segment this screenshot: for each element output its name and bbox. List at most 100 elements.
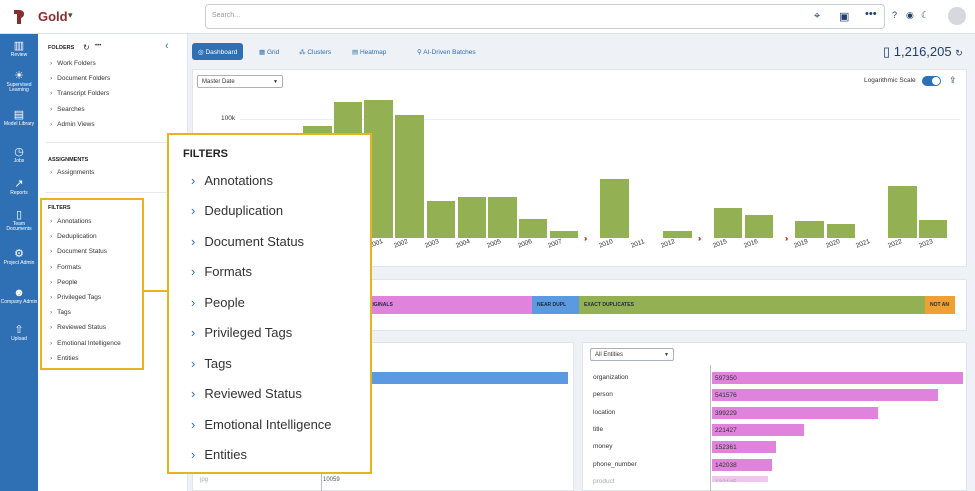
chevron-down-icon[interactable]: ▾ — [68, 10, 73, 20]
entity-bar[interactable]: 597350 — [712, 372, 963, 384]
bar-2005[interactable] — [427, 201, 455, 238]
callout-item-tags[interactable]: › Tags — [191, 356, 232, 371]
chevron-right-icon: › — [191, 417, 196, 432]
bar-2021[interactable] — [827, 224, 855, 238]
sidebar-item-privileged-tags[interactable]: › Privileged Tags — [50, 294, 102, 301]
sidebar-item-assignments[interactable]: › Assignments — [50, 169, 95, 176]
nav-supervised-learning[interactable]: ☀ Supervised Learning — [0, 70, 38, 93]
callout-item-people[interactable]: › People — [191, 295, 245, 310]
entity-bar[interactable]: 132145 — [712, 475, 768, 482]
callout-item-privileged-tags[interactable]: › Privileged Tags — [191, 325, 293, 340]
chevron-right-icon: › — [50, 75, 53, 82]
dedup-segment-exact[interactable]: EXACT DUPLICATES — [579, 296, 925, 314]
bar-2019[interactable] — [745, 215, 773, 238]
sidebar-item-entities[interactable]: › Entities — [50, 355, 79, 362]
dedup-segment-near[interactable]: NEAR DUPL — [532, 296, 579, 314]
moon-icon[interactable]: ☾ — [921, 10, 930, 20]
log-scale-toggle[interactable] — [922, 76, 941, 86]
nav-model-library[interactable]: ▤ Model Library — [0, 109, 38, 127]
search-bar[interactable]: Search... ⌖ ▣ ••• — [205, 4, 885, 29]
bar-2012[interactable] — [600, 179, 629, 238]
tab-heatmap[interactable]: ▤ Heatmap — [352, 49, 387, 56]
sidebar-item-emotional-intelligence[interactable]: › Emotional Intelligence — [50, 340, 121, 347]
entity-bar[interactable]: 541576 — [712, 389, 938, 402]
entity-bar[interactable]: 399229 — [712, 406, 878, 419]
sidebar-item-admin-views[interactable]: › Admin Views — [50, 121, 95, 128]
refresh-icon[interactable]: ↻ — [83, 43, 90, 52]
sidebar-item-people[interactable]: › People — [50, 279, 78, 286]
tab-grid[interactable]: ▦ Grid — [259, 49, 280, 56]
chevron-right-icon: › — [191, 325, 196, 340]
sidebar-item-tags[interactable]: › Tags — [50, 309, 71, 316]
tab-ai-driven-batches[interactable]: ⚲ AI-Driven Batches — [417, 49, 476, 56]
help-icon[interactable]: ? — [892, 10, 898, 20]
callout-item-reviewed-status[interactable]: › Reviewed Status — [191, 386, 302, 401]
sidebar-item-searches[interactable]: › Searches — [50, 106, 85, 113]
callout-item-entities[interactable]: › Entities — [191, 447, 247, 462]
entity-bar[interactable]: 221427 — [712, 423, 804, 436]
chevron-right-icon: › — [50, 279, 53, 286]
filters-highlight — [40, 198, 144, 370]
avatar[interactable] — [948, 7, 966, 25]
nav-review[interactable]: ▥ Review — [0, 40, 38, 58]
entities-select[interactable]: All Entities ▼ — [590, 348, 674, 361]
entity-bar[interactable]: 142038 — [712, 458, 772, 471]
nav-project-admin[interactable]: ⚙ Project Admin — [0, 248, 38, 266]
project-title[interactable]: Gold — [38, 9, 68, 24]
sidebar-item-document-status[interactable]: › Document Status — [50, 248, 108, 255]
entity-label: person — [593, 391, 613, 399]
nav-team-documents[interactable]: ▯ Team Documents — [0, 209, 38, 232]
divider — [46, 142, 186, 143]
dedup-segment-not[interactable]: NOT AN — [925, 296, 955, 314]
app-logo[interactable] — [12, 8, 26, 24]
bar-2022[interactable] — [888, 186, 917, 238]
more-icon[interactable]: ••• — [95, 43, 102, 49]
save-icon[interactable]: ▣ — [839, 11, 850, 23]
chevron-right-icon: › — [50, 324, 53, 331]
sidebar-item-work-folders[interactable]: › Work Folders — [50, 60, 96, 67]
search-input[interactable]: Search... — [212, 12, 241, 19]
callout-item-document-status[interactable]: › Document Status — [191, 234, 305, 249]
collapse-sidebar-icon[interactable]: ‹ — [165, 40, 169, 52]
books-icon: ▤ — [13, 109, 25, 121]
bar-2020[interactable] — [795, 221, 824, 238]
format-bar[interactable] — [321, 372, 568, 384]
chevron-right-icon: › — [50, 90, 53, 97]
target-icon[interactable]: ⌖ — [814, 10, 821, 22]
bar-2016[interactable] — [714, 208, 742, 238]
bar-2011[interactable] — [550, 231, 578, 238]
more-icon[interactable]: ••• — [865, 8, 877, 20]
bar-2010[interactable] — [519, 219, 547, 238]
eye-icon[interactable]: ◉ — [906, 10, 914, 20]
sidebar-item-annotations[interactable]: › Annotations — [50, 218, 92, 225]
callout-item-formats[interactable]: › Formats — [191, 264, 253, 279]
sidebar-item-deduplication[interactable]: › Deduplication — [50, 233, 97, 240]
bar-2007[interactable] — [488, 197, 517, 238]
tab-dashboard[interactable]: ◎ Dashboard — [192, 43, 244, 60]
sidebar-item-transcript-folders[interactable]: › Transcript Folders — [50, 90, 110, 97]
chevron-right-icon: › — [50, 264, 53, 271]
nav-upload[interactable]: ⇧ Upload — [0, 324, 38, 342]
date-field-select[interactable]: Master Date ▼ — [197, 75, 283, 88]
sidebar-item-reviewed-status[interactable]: › Reviewed Status — [50, 324, 106, 331]
nav-reports[interactable]: ↗ Reports — [0, 178, 38, 196]
callout-item-deduplication[interactable]: › Deduplication — [191, 203, 284, 218]
refresh-icon[interactable]: ↻ — [955, 48, 963, 58]
sidebar-item-document-folders[interactable]: › Document Folders — [50, 75, 111, 82]
callout-item-annotations[interactable]: › Annotations — [191, 173, 274, 188]
line-chart-icon: ↗ — [14, 178, 24, 190]
callout-item-emotional-intelligence[interactable]: › Emotional Intelligence — [191, 417, 332, 432]
entity-label: title — [593, 425, 604, 433]
bar-2006[interactable] — [458, 197, 486, 238]
export-icon[interactable]: ⇪ — [949, 75, 957, 85]
tab-clusters[interactable]: ⁂ Clusters — [299, 49, 332, 56]
chevron-right-icon: › — [191, 234, 196, 249]
nav-jobs[interactable]: ◷ Jobs — [0, 146, 38, 164]
sidebar-item-formats[interactable]: › Formats — [50, 264, 82, 271]
bar-2015[interactable] — [663, 231, 692, 238]
entity-bar[interactable]: 152361 — [712, 441, 776, 454]
bar-2004[interactable] — [395, 115, 424, 238]
nav-company-admin[interactable]: ☻ Company Admin — [0, 287, 38, 305]
filters-callout: FILTERS › Annotations › Deduplication › Doc… — [167, 133, 372, 474]
bar-2023[interactable] — [919, 220, 947, 238]
